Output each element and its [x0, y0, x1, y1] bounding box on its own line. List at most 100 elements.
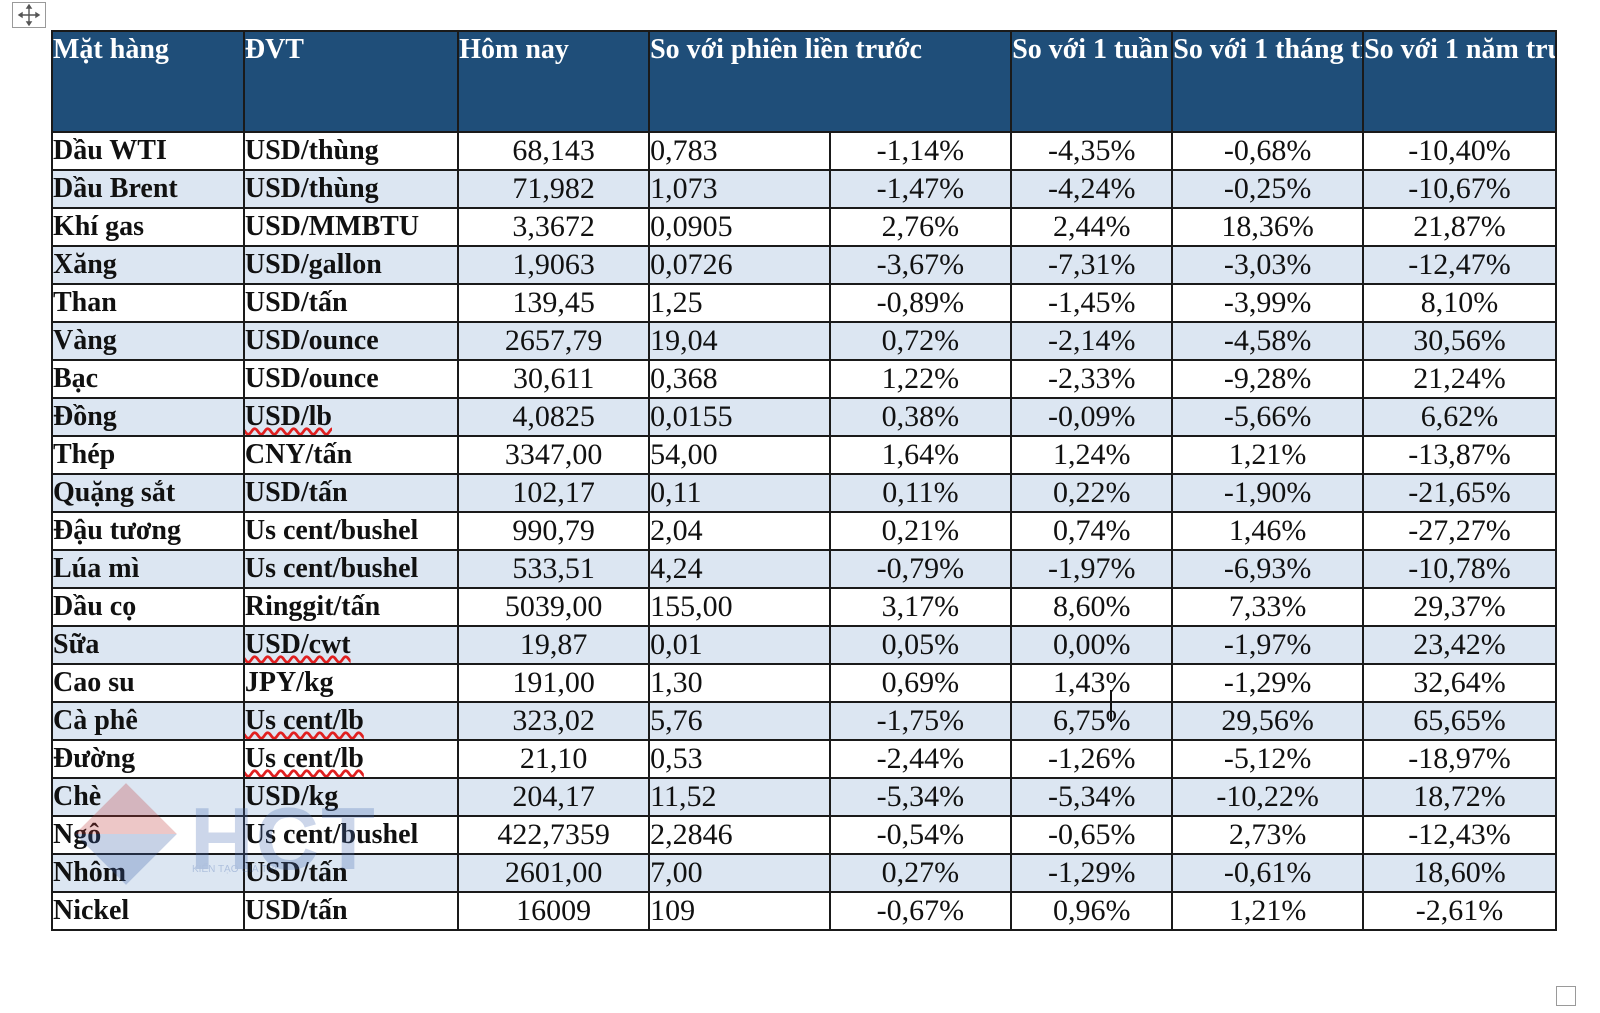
cell-change[interactable]: 0,368: [648, 359, 831, 399]
cell-unit[interactable]: USD/ounce: [242, 359, 460, 399]
cell-week[interactable]: -5,34%: [1010, 777, 1174, 817]
cell-item[interactable]: Dầu WTI: [51, 131, 245, 171]
cell-year[interactable]: -13,87%: [1362, 435, 1557, 475]
cell-month[interactable]: -0,68%: [1171, 131, 1365, 171]
cell-unit[interactable]: Us cent/bushel: [242, 815, 460, 855]
cell-today[interactable]: 4,0825: [457, 397, 651, 437]
cell-month[interactable]: -3,03%: [1171, 245, 1365, 285]
cell-month[interactable]: -5,66%: [1171, 397, 1365, 437]
cell-item[interactable]: Cao su: [51, 663, 245, 703]
cell-today[interactable]: 323,02: [457, 701, 651, 741]
header-unit[interactable]: ĐVT: [242, 30, 460, 133]
cell-today[interactable]: 71,982: [457, 169, 651, 209]
cell-week[interactable]: 1,43%: [1010, 663, 1174, 703]
cell-change[interactable]: 109: [648, 891, 831, 931]
cell-year[interactable]: -2,61%: [1362, 891, 1557, 931]
cell-week[interactable]: 8,60%: [1010, 587, 1174, 627]
cell-change[interactable]: 0,11: [648, 473, 831, 513]
header-month[interactable]: So với 1 tháng trước: [1171, 30, 1365, 133]
cell-item[interactable]: Dầu Brent: [51, 169, 245, 209]
cell-week[interactable]: 0,96%: [1010, 891, 1174, 931]
cell-week[interactable]: -0,09%: [1010, 397, 1174, 437]
cell-today[interactable]: 21,10: [457, 739, 651, 779]
cell-year[interactable]: -18,97%: [1362, 739, 1557, 779]
cell-change-pct[interactable]: 0,69%: [828, 663, 1013, 703]
cell-change-pct[interactable]: 1,22%: [828, 359, 1013, 399]
cell-month[interactable]: -1,29%: [1171, 663, 1365, 703]
cell-year[interactable]: -21,65%: [1362, 473, 1557, 513]
cell-item[interactable]: Lúa mì: [51, 549, 245, 589]
cell-item[interactable]: Xăng: [51, 245, 245, 285]
header-today[interactable]: Hôm nay: [457, 30, 651, 133]
cell-month[interactable]: -10,22%: [1171, 777, 1365, 817]
cell-week[interactable]: 2,44%: [1010, 207, 1174, 247]
cell-item[interactable]: Than: [51, 283, 245, 323]
cell-change[interactable]: 0,0905: [648, 207, 831, 247]
cell-item[interactable]: Thép: [51, 435, 245, 475]
cell-year[interactable]: 21,87%: [1362, 207, 1557, 247]
cell-change[interactable]: 19,04: [648, 321, 831, 361]
cell-unit[interactable]: Us cent/lb: [242, 701, 460, 741]
cell-year[interactable]: 18,60%: [1362, 853, 1557, 893]
cell-change-pct[interactable]: -0,79%: [828, 549, 1013, 589]
cell-unit[interactable]: Us cent/lb: [242, 739, 460, 779]
cell-week[interactable]: -2,14%: [1010, 321, 1174, 361]
cell-month[interactable]: 1,21%: [1171, 891, 1365, 931]
cell-item[interactable]: Vàng: [51, 321, 245, 361]
cell-unit[interactable]: Us cent/bushel: [242, 511, 460, 551]
cell-unit[interactable]: USD/lb: [242, 397, 460, 437]
cell-change[interactable]: 2,2846: [648, 815, 831, 855]
cell-change-pct[interactable]: -1,47%: [828, 169, 1013, 209]
cell-today[interactable]: 19,87: [457, 625, 651, 665]
table-move-handle[interactable]: [12, 2, 46, 28]
cell-unit[interactable]: JPY/kg: [242, 663, 460, 703]
cell-unit[interactable]: CNY/tấn: [242, 435, 460, 475]
cell-month[interactable]: -1,97%: [1171, 625, 1365, 665]
cell-change[interactable]: 54,00: [648, 435, 831, 475]
cell-week[interactable]: 0,74%: [1010, 511, 1174, 551]
cell-month[interactable]: -9,28%: [1171, 359, 1365, 399]
cell-unit[interactable]: USD/tấn: [242, 891, 460, 931]
cell-month[interactable]: 29,56%: [1171, 701, 1365, 741]
header-week[interactable]: So với 1 tuần trước: [1010, 30, 1174, 133]
cell-item[interactable]: Cà phê: [51, 701, 245, 741]
cell-change[interactable]: 0,53: [648, 739, 831, 779]
cell-change-pct[interactable]: -0,89%: [828, 283, 1013, 323]
cell-change[interactable]: 1,073: [648, 169, 831, 209]
cell-unit[interactable]: USD/gallon: [242, 245, 460, 285]
cell-change[interactable]: 155,00: [648, 587, 831, 627]
cell-change-pct[interactable]: 0,27%: [828, 853, 1013, 893]
cell-week[interactable]: 0,00%: [1010, 625, 1174, 665]
cell-change-pct[interactable]: -3,67%: [828, 245, 1013, 285]
cell-change-pct[interactable]: -0,67%: [828, 891, 1013, 931]
cell-unit[interactable]: USD/ounce: [242, 321, 460, 361]
cell-week[interactable]: -1,26%: [1010, 739, 1174, 779]
header-prev-session[interactable]: So với phiên liền trước: [648, 30, 1013, 133]
cell-change-pct[interactable]: 3,17%: [828, 587, 1013, 627]
cell-year[interactable]: -10,40%: [1362, 131, 1557, 171]
cell-change-pct[interactable]: 0,72%: [828, 321, 1013, 361]
header-year[interactable]: So với 1 năm trước: [1362, 30, 1557, 133]
cell-today[interactable]: 2601,00: [457, 853, 651, 893]
cell-year[interactable]: 29,37%: [1362, 587, 1557, 627]
cell-today[interactable]: 3,3672: [457, 207, 651, 247]
table-resize-handle[interactable]: [1556, 986, 1576, 1006]
cell-week[interactable]: -1,29%: [1010, 853, 1174, 893]
cell-change-pct[interactable]: 0,05%: [828, 625, 1013, 665]
cell-today[interactable]: 191,00: [457, 663, 651, 703]
cell-today[interactable]: 204,17: [457, 777, 651, 817]
cell-week[interactable]: -2,33%: [1010, 359, 1174, 399]
cell-unit[interactable]: USD/cwt: [242, 625, 460, 665]
cell-year[interactable]: 32,64%: [1362, 663, 1557, 703]
cell-change[interactable]: 1,25: [648, 283, 831, 323]
cell-month[interactable]: 18,36%: [1171, 207, 1365, 247]
cell-week[interactable]: 6,75%: [1010, 701, 1174, 741]
cell-change[interactable]: 0,0155: [648, 397, 831, 437]
cell-change-pct[interactable]: 0,11%: [828, 473, 1013, 513]
cell-week[interactable]: -4,24%: [1010, 169, 1174, 209]
header-item[interactable]: Mặt hàng: [51, 30, 245, 133]
cell-unit[interactable]: USD/MMBTU: [242, 207, 460, 247]
cell-year[interactable]: -10,67%: [1362, 169, 1557, 209]
cell-year[interactable]: -27,27%: [1362, 511, 1557, 551]
cell-change[interactable]: 0,0726: [648, 245, 831, 285]
